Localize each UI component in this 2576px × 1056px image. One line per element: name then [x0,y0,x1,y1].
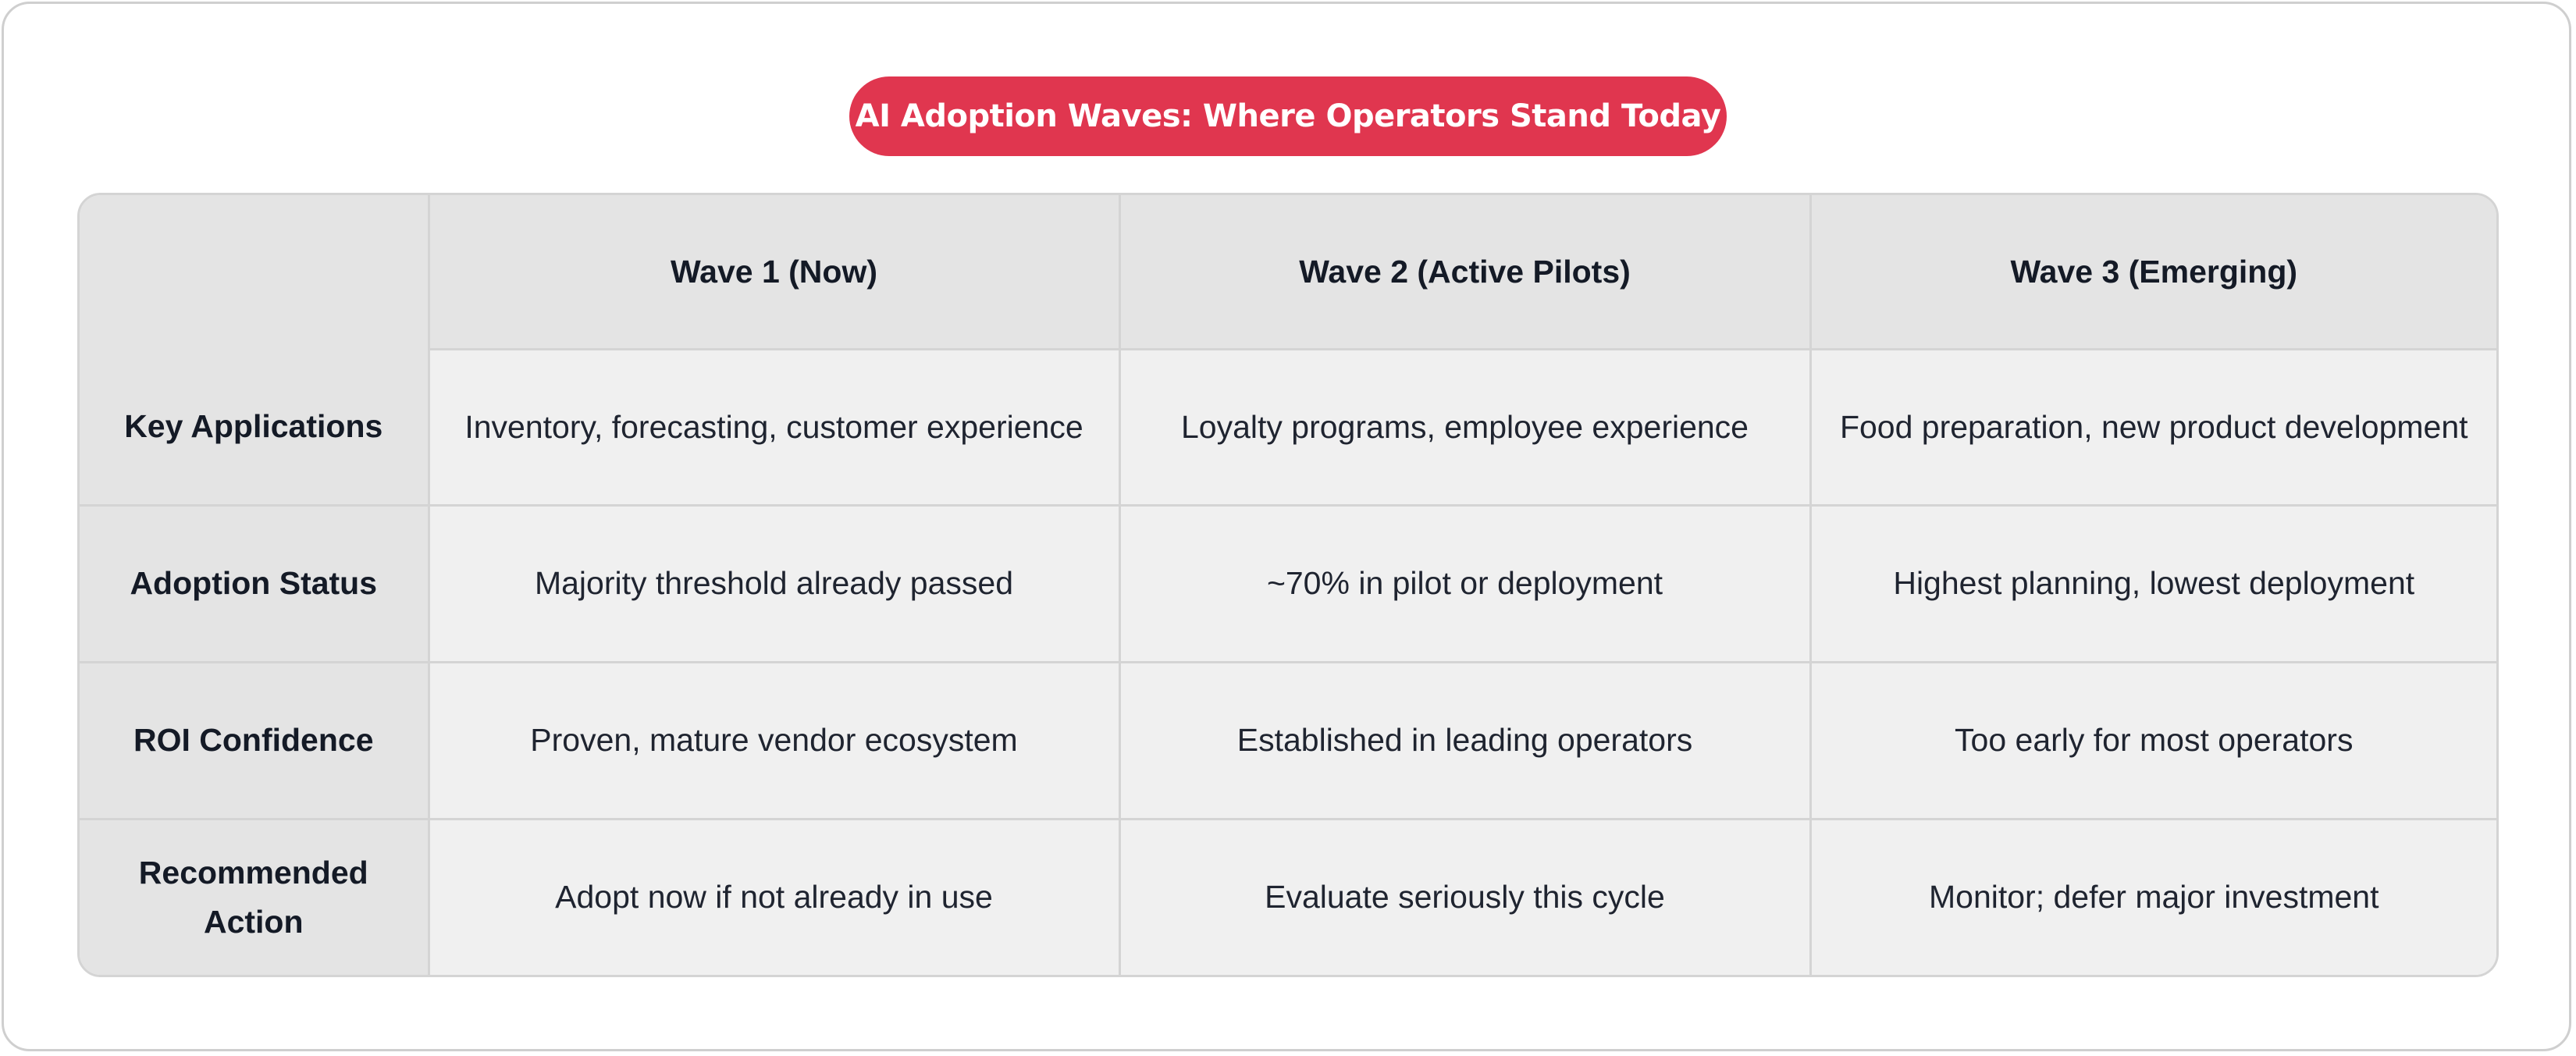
column-header-wave-2: Wave 2 (Active Pilots) [1118,195,1812,350]
row-header: Recommended Action [80,817,430,975]
table-cell: Too early for most operators [1809,660,2496,820]
comparison-table: Wave 1 (Now) Wave 2 (Active Pilots) Wave… [80,195,2496,975]
corner-cell [80,195,430,350]
row-header: Key Applications [80,349,430,507]
table-row-adoption-status: Adoption Status Majority threshold alrea… [80,503,2496,663]
row-header: Adoption Status [80,503,430,663]
row-header: ROI Confidence [80,660,430,820]
table-cell: Inventory, forecasting, customer experie… [427,348,1121,507]
adoption-waves-table: Wave 1 (Now) Wave 2 (Active Pilots) Wave… [77,193,2499,977]
table-row-roi-confidence: ROI Confidence Proven, mature vendor eco… [80,660,2496,820]
page-title: AI Adoption Waves: Where Operators Stand… [849,76,1727,156]
table-cell: Evaluate seriously this cycle [1118,817,1812,975]
column-header-wave-1: Wave 1 (Now) [427,195,1121,350]
table-row-key-applications: Key Applications Inventory, forecasting,… [80,348,2496,507]
table-row-recommended-action: Recommended Action Adopt now if not alre… [80,817,2496,975]
table-cell: Monitor; defer major investment [1809,817,2496,975]
column-header-wave-3: Wave 3 (Emerging) [1809,195,2496,350]
table-cell: Highest planning, lowest deployment [1809,503,2496,663]
table-cell: Loyalty programs, employee experience [1118,348,1812,507]
table-cell: Food preparation, new product developmen… [1809,348,2496,507]
header-row: Wave 1 (Now) Wave 2 (Active Pilots) Wave… [80,195,2496,350]
table-cell: ~70% in pilot or deployment [1118,503,1812,663]
table-cell: Proven, mature vendor ecosystem [427,660,1121,820]
table-cell: Majority threshold already passed [427,503,1121,663]
table-cell: Adopt now if not already in use [427,817,1121,975]
table-cell: Established in leading operators [1118,660,1812,820]
